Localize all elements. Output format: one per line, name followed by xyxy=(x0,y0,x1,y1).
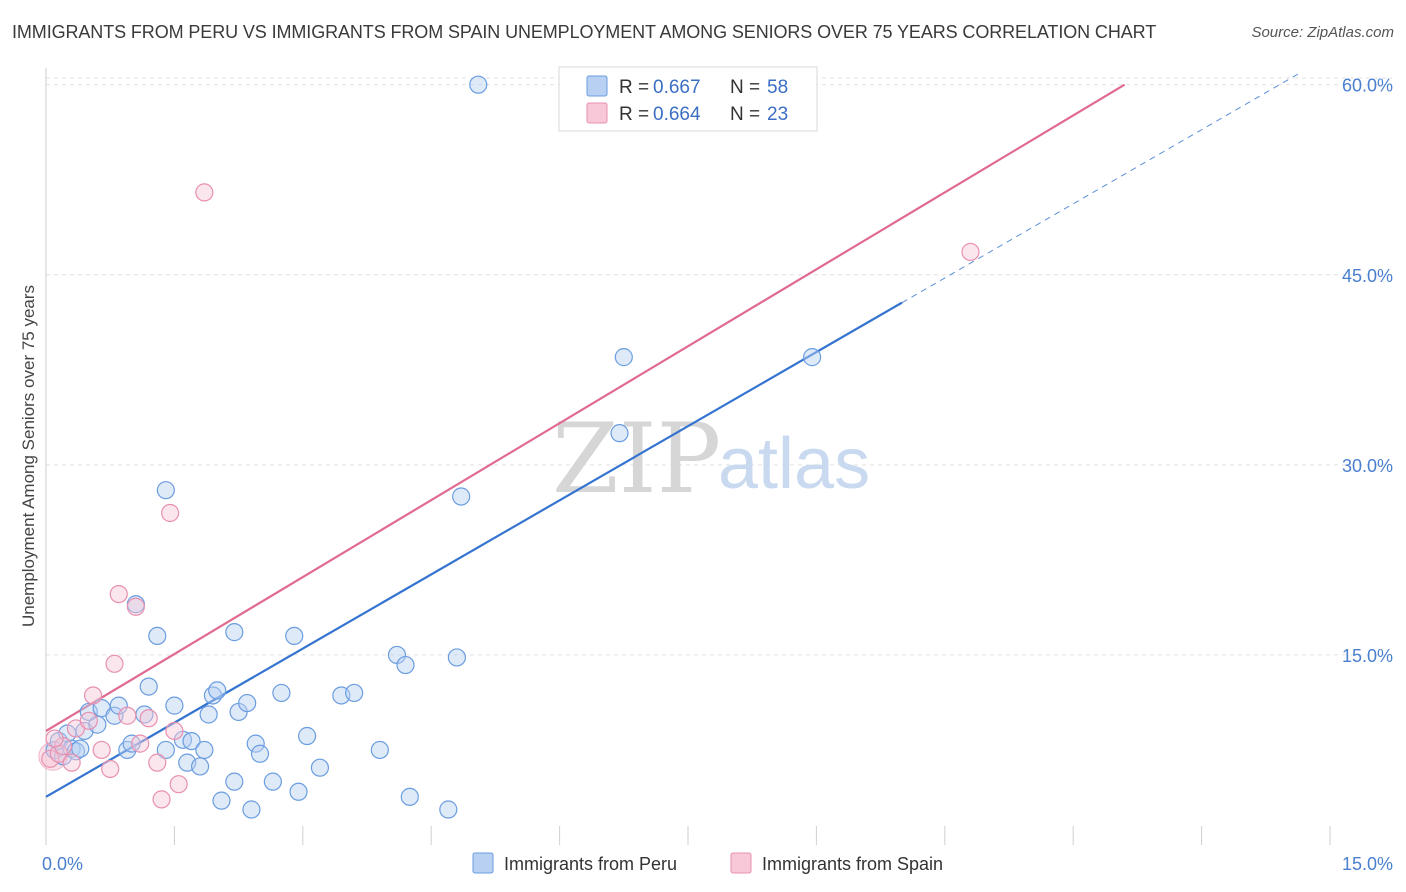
legend-top: R = 0.667 N = 58 R = 0.664 N = 23 xyxy=(558,66,818,132)
point-peru-36 xyxy=(250,744,270,763)
point-peru-37 xyxy=(263,772,282,791)
point-peru-26 xyxy=(199,705,218,724)
point-peru-38 xyxy=(272,683,291,703)
point-spain-20 xyxy=(195,183,214,202)
y-tick-label-2: 45.0% xyxy=(1342,266,1393,286)
trendline-spain xyxy=(45,83,1126,732)
watermark: ZIP atlas xyxy=(552,403,870,515)
legend-bottom-swatch-spain xyxy=(730,852,752,874)
point-spain-14 xyxy=(139,709,158,728)
point-spain-3 xyxy=(62,753,81,772)
chart-title: IMMIGRANTS FROM PERU VS IMMIGRANTS FROM … xyxy=(12,22,1157,42)
legend-top-r-value-spain: 0.664 xyxy=(653,104,701,125)
point-peru-50 xyxy=(447,648,466,667)
point-peru-49 xyxy=(439,800,458,819)
point-spain-11 xyxy=(118,706,137,725)
points-layer xyxy=(38,75,980,819)
point-peru-18 xyxy=(156,481,175,500)
trendline-peru xyxy=(45,301,903,798)
watermark-zip: ZIP xyxy=(552,403,721,515)
point-peru-30 xyxy=(225,623,244,642)
legend-top-n-label-spain: N = xyxy=(730,104,765,125)
point-spain-9 xyxy=(105,654,124,673)
axis-layer: 15.0% 30.0% 45.0% 60.0% 0.0% 15.0% xyxy=(42,68,1393,874)
point-peru-53 xyxy=(614,348,633,367)
point-spain-12 xyxy=(126,597,145,616)
point-peru-17 xyxy=(148,626,167,646)
point-spain-10 xyxy=(109,584,128,604)
point-peru-44 xyxy=(345,683,364,703)
point-peru-28 xyxy=(208,681,227,700)
source-credit: Source: ZipAtlas.com xyxy=(1251,24,1394,41)
y-axis-label: Unemployment Among Seniors over 75 years xyxy=(19,285,38,627)
point-spain-0 xyxy=(41,749,60,768)
y-tick-label-1: 30.0% xyxy=(1342,456,1393,476)
legend-top-n-value-peru: 58 xyxy=(767,77,788,98)
point-peru-29 xyxy=(212,791,231,810)
point-peru-33 xyxy=(238,693,257,713)
point-spain-17 xyxy=(161,503,180,523)
point-peru-31 xyxy=(225,772,244,791)
x-tick-label-0: 0.0% xyxy=(42,854,83,874)
legend-top-n-value-spain: 23 xyxy=(767,104,788,125)
point-spain-21 xyxy=(961,242,980,262)
point-spain-18 xyxy=(165,721,184,741)
point-peru-47 xyxy=(396,655,415,675)
point-peru-48 xyxy=(400,787,419,806)
point-peru-55 xyxy=(803,348,822,367)
point-peru-25 xyxy=(195,740,214,760)
point-peru-22 xyxy=(182,731,201,751)
point-peru-19 xyxy=(156,740,175,760)
point-spain-6 xyxy=(83,686,103,705)
point-peru-40 xyxy=(289,782,308,801)
y-tick-label-3: 60.0% xyxy=(1342,76,1393,96)
trendline-peru-extension xyxy=(901,71,1302,304)
point-peru-45 xyxy=(370,740,389,760)
grid-layer xyxy=(46,77,1392,656)
legend-top-r-value-peru: 0.667 xyxy=(653,77,701,98)
x-tick-label-1: 15.0% xyxy=(1342,854,1393,874)
point-spain-5 xyxy=(79,711,98,730)
legend-top-n-label-peru: N = xyxy=(730,77,765,98)
point-peru-41 xyxy=(297,726,317,746)
point-peru-39 xyxy=(285,626,304,646)
legend-bottom-label-spain: Immigrants from Spain xyxy=(762,854,943,874)
legend-bottom-label-peru: Immigrants from Peru xyxy=(504,854,677,874)
legend-top-swatch-peru xyxy=(586,75,608,97)
point-spain-15 xyxy=(148,753,167,772)
y-tick-label-0: 15.0% xyxy=(1342,646,1393,666)
point-spain-16 xyxy=(152,790,171,809)
point-peru-10 xyxy=(105,706,124,725)
point-spain-13 xyxy=(131,734,150,753)
point-peru-20 xyxy=(165,696,184,715)
point-spain-7 xyxy=(92,740,111,760)
point-peru-34 xyxy=(242,800,261,819)
legend-bottom-swatch-peru xyxy=(472,852,494,874)
point-peru-51 xyxy=(452,487,471,506)
point-peru-35 xyxy=(246,734,265,753)
point-peru-54 xyxy=(610,424,629,443)
legend-top-r-label-peru: R = xyxy=(619,77,654,98)
point-spain-19 xyxy=(169,775,188,794)
point-spain-22 xyxy=(45,729,64,748)
point-peru-52 xyxy=(469,75,488,94)
point-peru-16 xyxy=(139,677,158,696)
legend-top-swatch-spain xyxy=(586,102,608,124)
watermark-atlas: atlas xyxy=(718,424,870,504)
trend-layer xyxy=(45,71,1302,798)
legend-top-r-label-spain: R = xyxy=(619,104,654,125)
legend-bottom: Immigrants from Peru Immigrants from Spa… xyxy=(472,852,943,874)
point-spain-8 xyxy=(101,759,120,779)
point-peru-24 xyxy=(190,757,210,776)
point-peru-42 xyxy=(310,758,330,777)
